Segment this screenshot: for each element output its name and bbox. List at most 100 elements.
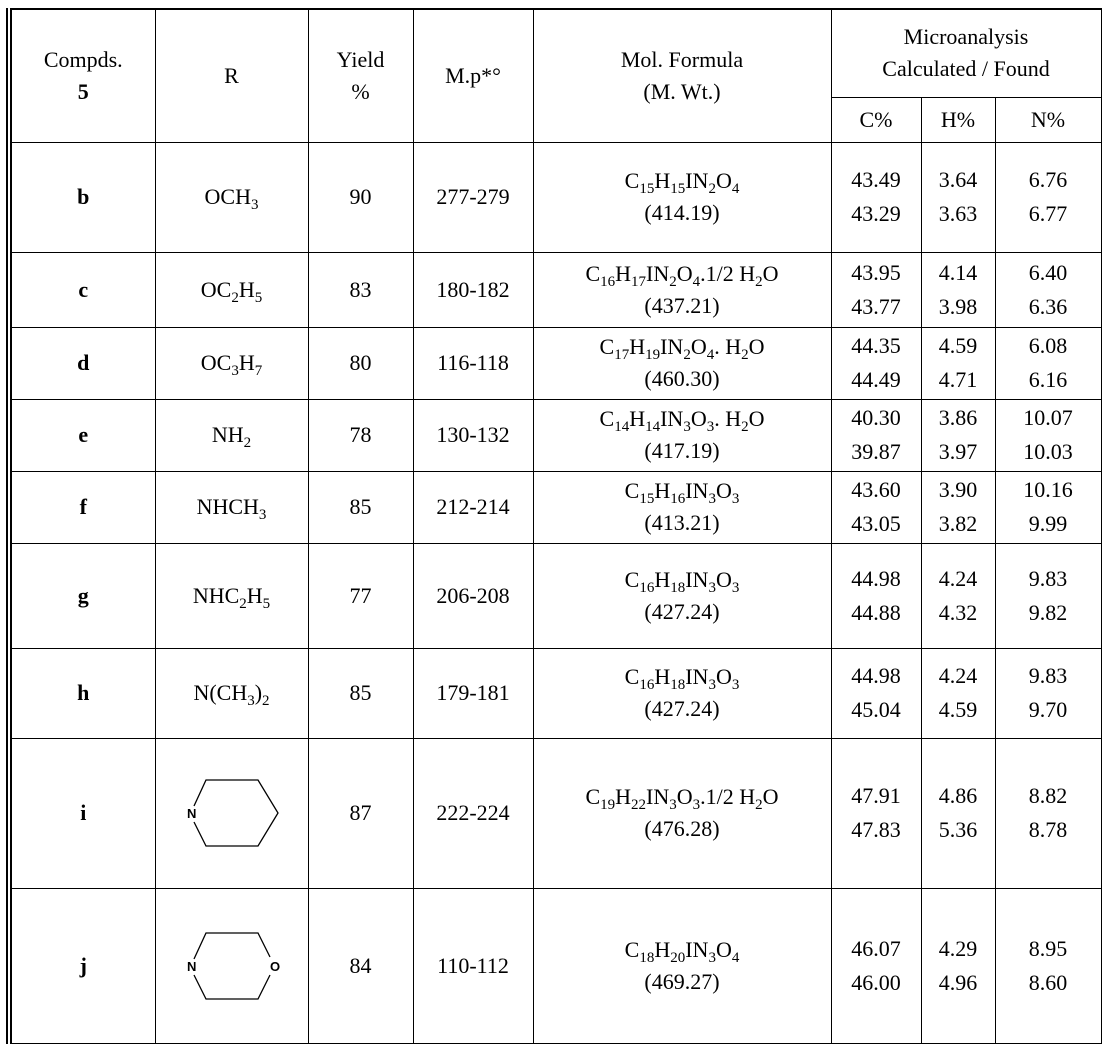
formula-segment: C xyxy=(585,260,601,286)
c-percent-cell: 44.98 45.04 xyxy=(830,647,922,739)
formula-segment: O xyxy=(715,664,732,690)
formula-segment: IN xyxy=(685,478,709,504)
molecular-weight: (417.19) xyxy=(644,438,720,463)
formula-cell: C15H16IN3O3 (413.21) xyxy=(532,470,832,544)
formula-subscript: 2 xyxy=(741,419,749,436)
formula-segment: IN xyxy=(685,168,709,194)
c-calculated: 44.98 xyxy=(851,565,901,591)
formula-subscript: 3 xyxy=(708,579,716,596)
formula-segment: H xyxy=(654,566,671,592)
c-found: 44.88 xyxy=(851,599,901,625)
c-percent-cell: 46.07 46.00 xyxy=(830,887,922,1044)
c-percent-cell: 47.91 47.83 xyxy=(830,737,922,889)
formula-segment: H xyxy=(615,260,632,286)
h-found: 3.98 xyxy=(938,293,978,319)
r-group-segment: H xyxy=(238,276,255,302)
header-mp-label: M.p*° xyxy=(445,62,501,88)
formula-subscript: 15 xyxy=(670,181,686,198)
n-percent-cell: 9.83 9.70 xyxy=(994,647,1102,739)
formula-subscript: 4 xyxy=(731,181,740,198)
n-percent-cell: 10.16 9.99 xyxy=(994,470,1102,544)
formula-cell: C16H18IN3O3 (427.24) xyxy=(532,542,832,649)
c-percent-cell: 44.98 44.88 xyxy=(830,542,922,649)
formula-subscript: 3 xyxy=(708,949,716,966)
header-compound: Compds. 5 xyxy=(8,8,156,143)
c-found: 44.49 xyxy=(851,367,901,392)
c-calculated: 44.98 xyxy=(851,663,901,688)
ring-atom-label: N xyxy=(187,806,196,821)
c-percent-cell: 43.95 43.77 xyxy=(830,251,922,328)
formula-segment: O xyxy=(715,936,732,962)
c-calculated: 44.35 xyxy=(851,333,901,358)
n-percent-cell: 8.95 8.60 xyxy=(994,887,1102,1044)
r-group-subscript: 3 xyxy=(231,363,239,380)
formula-segment: IN xyxy=(660,406,684,432)
formula-subscript: 3 xyxy=(731,491,740,508)
microanalysis-table: Compds. 5 R Yield % M.p*° Mol. Formula (… xyxy=(6,8,1102,1044)
molecular-formula: C16H18IN3O3 xyxy=(534,661,831,693)
header-formula-label: Mol. Formula xyxy=(620,46,744,72)
molecular-weight: (476.28) xyxy=(644,816,720,841)
formula-segment: C xyxy=(585,784,601,810)
r-group-segment: OCH xyxy=(204,184,251,210)
molecular-formula: C14H14IN3O3. H2O xyxy=(534,403,831,435)
h-calculated: 4.24 xyxy=(938,565,978,591)
r-group-segment: ) xyxy=(254,680,263,706)
n-percent-cell: 10.07 10.03 xyxy=(994,398,1102,472)
formula-segment: O xyxy=(690,406,707,432)
formula-segment: C xyxy=(624,566,640,592)
r-group-segment: N(CH xyxy=(193,680,248,706)
r-group-subscript: 2 xyxy=(231,289,239,306)
molecular-formula: C16H17IN2O4.1/2 H2O xyxy=(534,258,831,290)
header-yield-label: Yield xyxy=(336,46,385,72)
table-row: b OCH3 90 277-279 C15H15IN2O4 (414.19) 43.49 43… xyxy=(8,141,1102,253)
h-percent-cell: 4.59 4.71 xyxy=(920,326,996,400)
c-calculated: 46.07 xyxy=(851,935,901,961)
h-percent-cell: 4.24 4.59 xyxy=(920,647,996,739)
header-calc-found-label: Calculated / Found xyxy=(882,56,1050,82)
formula-subscript: 3 xyxy=(692,797,701,814)
r-group-cell: NHC2H5 xyxy=(154,542,309,649)
formula-subscript: 2 xyxy=(669,273,677,290)
formula-segment: IN xyxy=(685,566,709,592)
compound-id-cell: f xyxy=(8,470,156,544)
header-row: Compds. 5 R Yield % M.p*° Mol. Formula (… xyxy=(8,8,1102,143)
c-calculated: 43.60 xyxy=(851,477,901,502)
r-group-subscript: 2 xyxy=(262,693,270,710)
formula-subscript: 16 xyxy=(600,273,616,290)
h-percent-cell: 4.29 4.96 xyxy=(920,887,996,1044)
formula-subscript: 17 xyxy=(614,347,630,364)
formula-segment: C xyxy=(599,406,615,432)
n-found: 9.99 xyxy=(1028,511,1068,536)
formula-subscript: 2 xyxy=(741,347,749,364)
c-found: 43.05 xyxy=(851,511,901,536)
r-group-cell: NHCH3 xyxy=(154,470,309,544)
formula-cell: C14H14IN3O3. H2O (417.19) xyxy=(532,398,832,472)
n-found: 6.36 xyxy=(1028,293,1068,319)
melting-point-cell: 179-181 xyxy=(412,647,534,739)
n-found: 6.77 xyxy=(1028,201,1068,226)
formula-segment: C xyxy=(624,478,640,504)
n-calculated: 6.08 xyxy=(1028,333,1068,358)
h-found: 5.36 xyxy=(938,817,978,842)
h-found: 3.63 xyxy=(938,201,978,226)
formula-subscript: 17 xyxy=(631,273,647,290)
r-group-subscript: 2 xyxy=(243,435,252,452)
header-r-label: R xyxy=(224,62,239,88)
formula-subscript: 15 xyxy=(639,181,655,198)
formula-cell: C17H19IN2O4. H2O (460.30) xyxy=(532,326,832,400)
molecular-weight: (437.21) xyxy=(644,292,720,318)
ring-atom-label: O xyxy=(270,959,280,974)
table-row: j N O 84 110-112 C18H20IN3O4 (469.27) 46.07 46.0… xyxy=(8,887,1102,1044)
h-percent-cell: 4.24 4.32 xyxy=(920,542,996,649)
compound-id-cell: d xyxy=(8,326,156,400)
n-found: 9.82 xyxy=(1028,599,1068,625)
molecular-formula: C18H20IN3O4 xyxy=(534,934,831,966)
h-found: 4.96 xyxy=(938,969,978,995)
formula-subscript: 16 xyxy=(639,677,655,694)
header-yield-unit: % xyxy=(351,78,370,104)
header-h-percent: H% xyxy=(920,96,996,143)
header-c-percent: C% xyxy=(830,96,922,143)
n-calculated: 6.76 xyxy=(1028,167,1068,192)
h-calculated: 4.29 xyxy=(938,935,978,961)
